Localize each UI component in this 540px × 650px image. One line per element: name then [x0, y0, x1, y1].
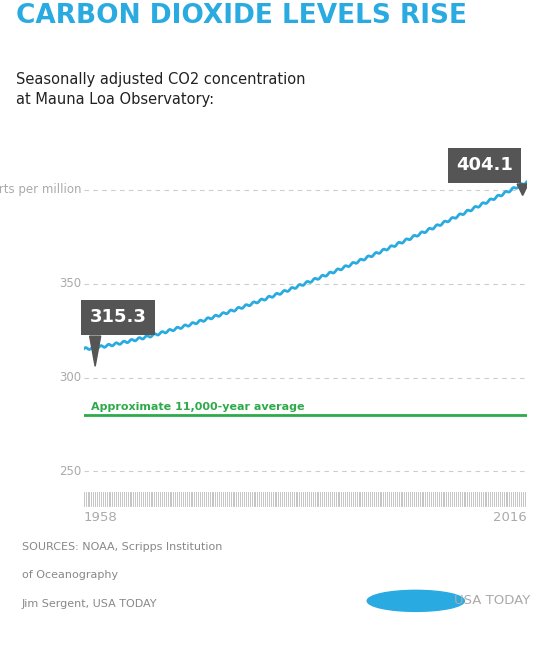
Polygon shape — [90, 336, 100, 367]
Text: SOURCES: NOAA, Scripps Institution: SOURCES: NOAA, Scripps Institution — [22, 542, 222, 552]
Text: of Oceanography: of Oceanography — [22, 571, 118, 580]
Text: 404.1: 404.1 — [456, 157, 513, 174]
Text: Approximate 11,000-year average: Approximate 11,000-year average — [91, 402, 305, 412]
Text: USA TODAY: USA TODAY — [454, 594, 530, 607]
Text: Jim Sergent, USA TODAY: Jim Sergent, USA TODAY — [22, 599, 157, 608]
Text: Seasonally adjusted CO2 concentration
at Mauna Loa Observatory:: Seasonally adjusted CO2 concentration at… — [16, 72, 306, 107]
Text: CARBON DIOXIDE LEVELS RISE: CARBON DIOXIDE LEVELS RISE — [16, 3, 467, 29]
Text: 2016: 2016 — [493, 511, 526, 524]
Text: 350: 350 — [59, 277, 82, 290]
Polygon shape — [517, 184, 528, 196]
Text: 315.3: 315.3 — [90, 309, 146, 326]
Circle shape — [367, 590, 464, 612]
Text: 300: 300 — [59, 371, 82, 384]
Text: 250: 250 — [59, 465, 82, 478]
Text: 400 parts per million: 400 parts per million — [0, 183, 82, 196]
Text: 1958: 1958 — [84, 511, 118, 524]
